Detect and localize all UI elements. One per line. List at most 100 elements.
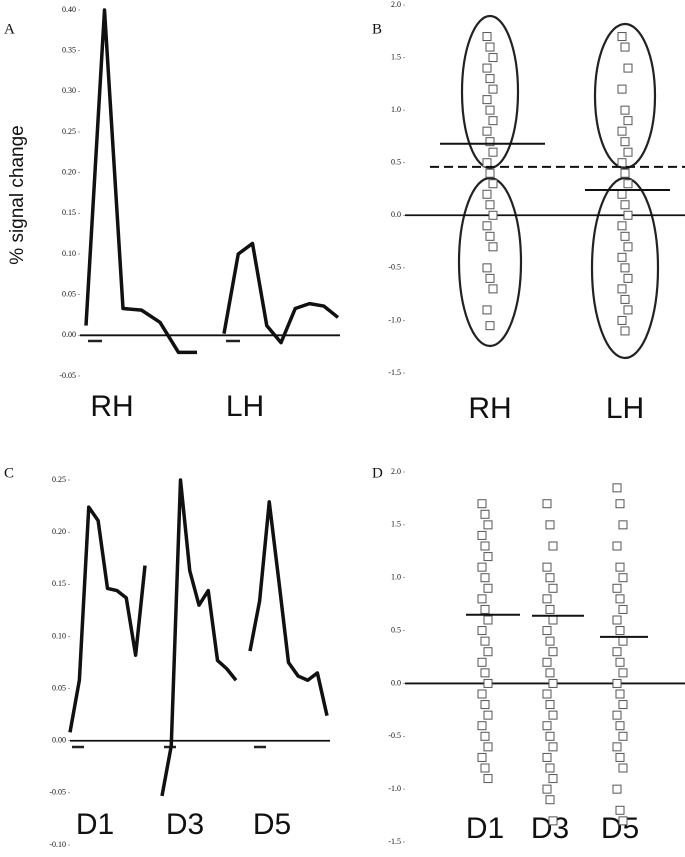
- point: [620, 231, 630, 241]
- point: [542, 752, 552, 762]
- x-category-label: D1: [466, 812, 504, 845]
- y-tick-label: 0.35: [62, 45, 76, 54]
- point: [545, 573, 555, 583]
- point: [480, 668, 490, 678]
- y-tick-label: 0.05: [62, 289, 76, 298]
- x-category-label: LH: [226, 390, 264, 423]
- y-tick-label: 0.30: [62, 86, 76, 95]
- point: [477, 530, 487, 540]
- point: [615, 594, 625, 604]
- y-tick-label: 2.0: [391, 0, 401, 9]
- ellipse: [460, 14, 520, 170]
- point: [618, 520, 628, 530]
- point: [620, 200, 630, 210]
- point: [623, 273, 633, 283]
- point: [620, 42, 630, 52]
- point: [485, 42, 495, 52]
- point: [477, 562, 487, 572]
- panel-label: C: [4, 465, 14, 481]
- point: [620, 105, 630, 115]
- point: [623, 147, 633, 157]
- point: [548, 541, 558, 551]
- point: [483, 774, 493, 784]
- point: [485, 168, 495, 178]
- point: [488, 53, 498, 63]
- ellipse: [457, 176, 523, 348]
- point: [480, 541, 490, 551]
- y-tick-label: 0.0: [391, 678, 401, 687]
- point: [545, 636, 555, 646]
- point: [477, 657, 487, 667]
- point: [617, 221, 627, 231]
- y-tick-label: 0.00: [62, 330, 76, 339]
- point: [548, 710, 558, 720]
- point: [548, 583, 558, 593]
- point: [623, 63, 633, 73]
- point: [545, 604, 555, 614]
- point: [542, 562, 552, 572]
- point: [480, 763, 490, 773]
- point: [485, 231, 495, 241]
- point: [483, 552, 493, 562]
- point: [618, 573, 628, 583]
- y-tick-label: -1.0: [388, 315, 401, 324]
- x-category-label: D1: [76, 808, 114, 841]
- y-tick-label: -0.10: [49, 840, 66, 849]
- line: [222, 241, 340, 345]
- point: [477, 499, 487, 509]
- point: [618, 731, 628, 741]
- point: [485, 137, 495, 147]
- line: [160, 478, 238, 797]
- y-tick-label: 0.20: [62, 167, 76, 176]
- point: [488, 210, 498, 220]
- point: [482, 32, 492, 42]
- point: [483, 520, 493, 530]
- point: [612, 615, 622, 625]
- point: [485, 273, 495, 283]
- point: [545, 668, 555, 678]
- point: [615, 752, 625, 762]
- point: [542, 657, 552, 667]
- point: [488, 284, 498, 294]
- point: [620, 137, 630, 147]
- point: [548, 742, 558, 752]
- point: [623, 179, 633, 189]
- point: [488, 179, 498, 189]
- point: [482, 126, 492, 136]
- point: [485, 200, 495, 210]
- ellipse: [590, 176, 660, 360]
- point: [482, 221, 492, 231]
- point: [615, 626, 625, 636]
- point: [482, 263, 492, 273]
- point: [545, 795, 555, 805]
- point: [485, 321, 495, 331]
- point: [620, 263, 630, 273]
- point: [542, 594, 552, 604]
- point: [545, 731, 555, 741]
- point: [612, 678, 622, 688]
- y-tick-label: 1.0: [391, 573, 401, 582]
- point: [545, 763, 555, 773]
- point: [612, 583, 622, 593]
- point: [483, 647, 493, 657]
- y-tick-label: -0.05: [49, 788, 66, 797]
- point: [480, 731, 490, 741]
- point: [612, 784, 622, 794]
- point: [623, 242, 633, 252]
- point: [482, 63, 492, 73]
- y-tick-label: -0.5: [388, 731, 401, 740]
- point: [542, 626, 552, 636]
- y-tick-label: 2.0: [391, 467, 401, 476]
- point: [545, 700, 555, 710]
- point: [485, 74, 495, 84]
- y-tick-label: -1.0: [388, 784, 401, 793]
- y-tick-label: -0.5: [388, 263, 401, 272]
- point: [542, 784, 552, 794]
- panel-label: A: [4, 21, 15, 37]
- panel-label: D: [372, 465, 383, 481]
- point: [620, 326, 630, 336]
- point: [480, 573, 490, 583]
- y-axis-label: % signal change: [7, 125, 28, 264]
- point: [480, 509, 490, 519]
